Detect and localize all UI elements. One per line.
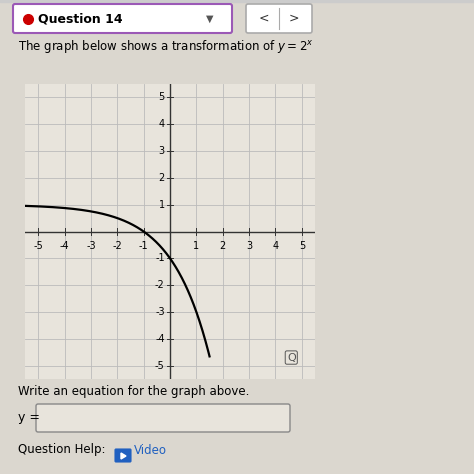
Text: Q: Q (287, 353, 296, 363)
Text: -2: -2 (112, 241, 122, 251)
Text: 3: 3 (159, 146, 165, 156)
Text: Video: Video (134, 444, 167, 456)
FancyBboxPatch shape (246, 4, 312, 33)
FancyBboxPatch shape (36, 404, 290, 432)
FancyBboxPatch shape (115, 449, 131, 462)
Bar (0, 0, 474, 2)
Text: Question Help:: Question Help: (18, 444, 106, 456)
Text: -2: -2 (155, 280, 165, 290)
Text: y =: y = (18, 411, 40, 425)
Text: 5: 5 (299, 241, 305, 251)
Text: -1: -1 (155, 253, 165, 264)
Text: 2: 2 (158, 173, 165, 183)
Text: Write an equation for the graph above.: Write an equation for the graph above. (18, 385, 249, 399)
Text: -4: -4 (155, 334, 165, 344)
Text: 4: 4 (159, 119, 165, 129)
Text: 5: 5 (158, 92, 165, 102)
Text: ▼: ▼ (206, 13, 214, 24)
Text: -3: -3 (86, 241, 96, 251)
Text: 1: 1 (159, 200, 165, 210)
Polygon shape (121, 453, 126, 459)
FancyBboxPatch shape (13, 4, 232, 33)
Text: 2: 2 (219, 241, 226, 251)
Text: 4: 4 (273, 241, 279, 251)
Text: -5: -5 (33, 241, 43, 251)
Text: Question 14: Question 14 (38, 12, 123, 25)
Text: >: > (289, 12, 299, 25)
Text: <: < (259, 12, 269, 25)
Text: -5: -5 (155, 361, 165, 371)
Text: -4: -4 (60, 241, 69, 251)
Text: -1: -1 (139, 241, 148, 251)
Text: The graph below shows a transformation of $y = 2^x$: The graph below shows a transformation o… (18, 37, 314, 55)
Text: 1: 1 (193, 241, 200, 251)
Text: 3: 3 (246, 241, 252, 251)
Text: -3: -3 (155, 307, 165, 317)
